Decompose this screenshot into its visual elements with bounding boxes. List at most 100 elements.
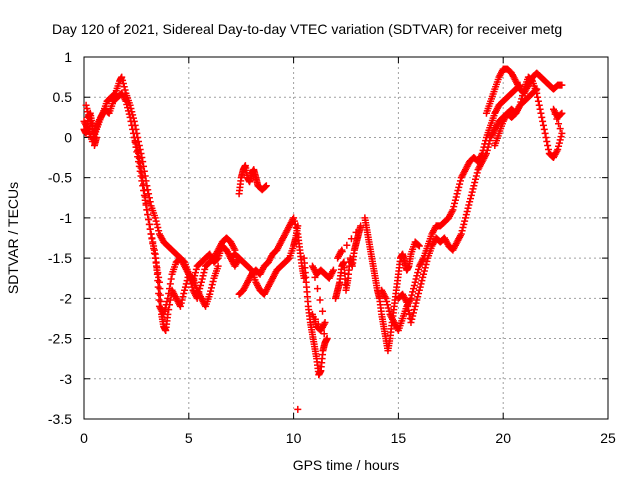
data-point [136, 159, 144, 167]
data-point [323, 335, 331, 343]
data-point [458, 227, 466, 235]
x-tick-label: 15 [391, 430, 407, 446]
data-point [178, 296, 186, 304]
data-point [409, 312, 417, 320]
data-point [192, 265, 200, 273]
data-point [413, 272, 421, 280]
series-track-k [394, 85, 541, 326]
data-point [93, 133, 101, 141]
data-point [558, 81, 566, 89]
data-point [154, 277, 162, 285]
data-point [384, 304, 392, 312]
data-point [542, 133, 550, 141]
data-point [152, 217, 160, 225]
data-point [540, 125, 548, 133]
data-point [555, 139, 563, 147]
y-tick-label: -2 [60, 290, 73, 306]
data-point [329, 266, 337, 274]
data-point [155, 278, 163, 286]
data-point [409, 285, 417, 293]
data-point [160, 310, 168, 318]
data-point [451, 199, 459, 207]
data-point [483, 146, 491, 154]
data-point [294, 222, 302, 230]
data-point [469, 185, 477, 193]
x-axis-label: GPS time / hours [293, 457, 400, 473]
data-point [465, 201, 473, 209]
data-point [177, 299, 185, 307]
data-point [555, 120, 563, 128]
data-point [403, 298, 411, 306]
data-point [462, 211, 470, 219]
data-point [485, 140, 493, 148]
data-point [160, 307, 168, 315]
data-point [146, 225, 154, 233]
x-tick-label: 25 [600, 430, 616, 446]
data-point [407, 294, 415, 302]
data-point [557, 133, 565, 141]
data-point [418, 277, 426, 285]
y-tick-label: 0.5 [53, 89, 73, 105]
data-point [352, 228, 360, 236]
data-point [137, 164, 145, 172]
data-point [181, 286, 189, 294]
data-point [197, 278, 205, 286]
data-point [555, 142, 563, 150]
data-point [154, 283, 162, 291]
data-point [151, 214, 159, 222]
data-point [456, 177, 464, 185]
chart-title: Day 120 of 2021, Sidereal Day-to-day VTE… [52, 21, 562, 37]
data-point [133, 143, 141, 151]
data-point [464, 204, 472, 212]
y-tick-label: -3.5 [48, 411, 72, 427]
data-point [407, 318, 415, 326]
data-point [470, 182, 478, 190]
data-point [82, 101, 90, 109]
data-point [294, 405, 302, 413]
y-tick-label: -1.5 [48, 250, 72, 266]
data-point [412, 299, 420, 307]
data-point [200, 269, 208, 277]
data-point [556, 125, 564, 133]
data-point [162, 301, 170, 309]
data-point [208, 281, 216, 289]
data-point [467, 191, 475, 199]
data-point [460, 220, 468, 228]
data-point [544, 141, 552, 149]
x-tick-label: 5 [185, 430, 193, 446]
data-point [482, 150, 490, 158]
data-point [201, 265, 209, 273]
data-point [262, 183, 270, 191]
data-point [130, 133, 138, 141]
data-point [538, 113, 546, 121]
series-track-g [300, 254, 337, 379]
data-point [461, 217, 469, 225]
data-point [199, 272, 207, 280]
data-point [153, 220, 161, 228]
series-track-a [80, 89, 243, 335]
data-point [484, 143, 492, 151]
series-track-f [227, 222, 302, 298]
data-point [536, 105, 544, 113]
series-track-m [491, 73, 566, 162]
data-point [156, 285, 164, 293]
series-track-l [482, 65, 566, 117]
data-point [541, 129, 549, 137]
data-point [471, 178, 479, 186]
data-point [150, 242, 158, 250]
y-tick-label: 0 [64, 129, 72, 145]
data-point [320, 330, 328, 338]
y-tick-label: -2.5 [48, 331, 72, 347]
data-point [382, 294, 390, 302]
data-point [147, 230, 155, 238]
data-point [131, 137, 139, 145]
data-point [453, 190, 461, 198]
data-point [164, 294, 172, 302]
data-point [138, 169, 146, 177]
data-point [165, 290, 173, 298]
data-point [414, 269, 422, 277]
data-point [456, 180, 464, 188]
data-point [411, 278, 419, 286]
data-point [119, 80, 127, 88]
data-point [519, 88, 527, 96]
